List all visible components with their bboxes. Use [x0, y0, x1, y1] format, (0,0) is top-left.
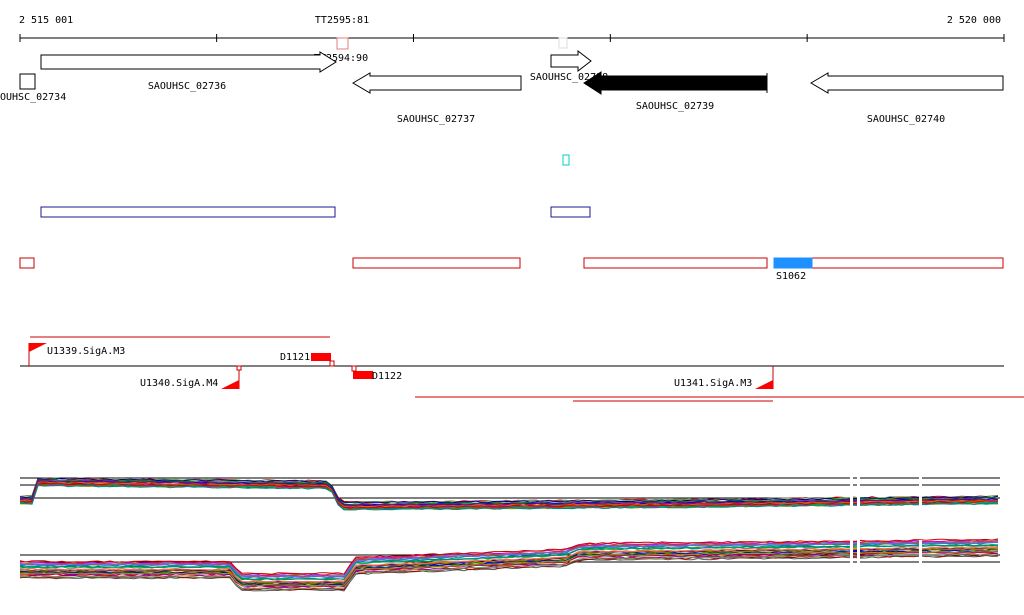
gene-saouhsc-02734[interactable]: OUHSC_02734	[0, 73, 66, 103]
expression-profile-line	[19, 484, 999, 511]
expression-profiles-bottom	[19, 538, 999, 592]
transcript-box[interactable]	[19, 257, 35, 269]
operon-track-blue	[40, 206, 591, 218]
transcript-box[interactable]	[583, 257, 768, 269]
promoter-flag	[755, 380, 773, 389]
axis-start-label: 2 515 001	[19, 15, 73, 26]
gene-saouhsc-02738[interactable]: SAOUHSC_02738	[530, 49, 608, 83]
promoter-label: U1339.SigA.M3	[47, 346, 125, 357]
expression-gap	[919, 476, 922, 511]
expression-gap	[857, 540, 860, 580]
expression-profile-line	[19, 554, 999, 591]
regulatory-track: U1339.SigA.M3 D1121 U1340.SigA.M4 D1122 …	[20, 336, 1024, 402]
expression-profile-line	[19, 546, 999, 583]
gene-saouhsc-02740[interactable]: SAOUHSC_02740	[810, 72, 1004, 125]
gene-body	[19, 73, 36, 90]
terminator-label-tt2595: TT2595:81	[315, 15, 369, 26]
expression-gap	[850, 540, 853, 580]
terminator-tt2595[interactable]: TT2595:81 TT2594:90	[314, 15, 369, 64]
axis-ticks	[19, 34, 1005, 42]
expression-profile-line	[19, 479, 999, 507]
promoter-label: U1341.SigA.M3	[674, 378, 752, 389]
terminator-marker-small	[558, 37, 568, 49]
expression-profile-line	[19, 539, 999, 576]
gene-label: SAOUHSC_02737	[397, 114, 475, 125]
ncrna-box	[353, 371, 373, 379]
ncrna-box	[311, 353, 331, 361]
gene-saouhsc-02739[interactable]: SAOUHSC_02739	[583, 71, 768, 112]
gene-label: SAOUHSC_02740	[867, 114, 945, 125]
ncrna-label: D1122	[372, 371, 402, 382]
expression-gap	[850, 476, 853, 511]
gene-saouhsc-02737[interactable]: SAOUHSC_02737	[352, 72, 522, 125]
gene-arrow-reverse	[352, 72, 522, 94]
segment-box	[773, 257, 813, 269]
axis-end-label: 2 520 000	[947, 15, 1001, 26]
expression-gap	[857, 476, 860, 511]
expression-profile-line	[19, 543, 999, 580]
terminator-marker	[336, 37, 349, 50]
expression-profile-line	[19, 549, 999, 586]
gene-label: SAOUHSC_02738	[530, 72, 608, 83]
transcript-box[interactable]	[352, 257, 521, 269]
expression-profile-line	[19, 553, 999, 590]
expression-profile-line	[19, 482, 998, 509]
gene-label: SAOUHSC_02739	[636, 101, 714, 112]
promoter-u1340[interactable]: U1340.SigA.M4	[140, 365, 242, 389]
operon-box[interactable]	[550, 206, 591, 218]
transcript-box[interactable]	[811, 257, 1004, 269]
gene-track: OUHSC_02734 SAOUHSC_02736 SAOUHSC_02737 …	[0, 49, 1004, 125]
ncrna-label: D1121	[280, 352, 310, 363]
expression-track-bottom	[19, 538, 1000, 592]
promoter-flag	[221, 380, 239, 389]
expression-profile-line	[19, 547, 999, 584]
expression-profile-line	[19, 541, 999, 578]
gene-saouhsc-02736[interactable]: SAOUHSC_02736	[40, 51, 337, 92]
ncrna-d1121[interactable]: D1121	[280, 352, 335, 367]
promoter-u1341[interactable]: U1341.SigA.M3	[674, 366, 774, 389]
gene-arrow-forward	[40, 51, 337, 73]
expression-gap	[919, 540, 922, 580]
expression-profile-line	[19, 550, 999, 587]
transcript-track-red: S1062	[19, 257, 1004, 282]
promoter-label: U1340.SigA.M4	[140, 378, 218, 389]
expression-track-top	[19, 477, 1000, 511]
gene-arrow-reverse	[810, 72, 1004, 94]
cyan-feature-marker[interactable]	[562, 154, 570, 166]
terminator-label-tt2594: TT2594:90	[314, 53, 368, 64]
gene-arrow-forward	[550, 49, 592, 73]
promoter-u1339[interactable]: U1339.SigA.M3	[28, 343, 125, 366]
gene-label: OUHSC_02734	[0, 92, 66, 103]
segment-label: S1062	[776, 271, 806, 282]
gene-arrow-reverse-filled	[583, 71, 768, 95]
expression-gaps	[850, 476, 922, 580]
promoter-flag	[29, 343, 47, 352]
operon-box[interactable]	[40, 206, 336, 218]
gene-label: SAOUHSC_02736	[148, 81, 226, 92]
expression-profile-line	[19, 538, 999, 575]
expression-profiles-top	[19, 477, 999, 511]
ncrna-d1122[interactable]: D1122	[351, 365, 402, 382]
segment-s1062[interactable]: S1062	[773, 257, 813, 282]
